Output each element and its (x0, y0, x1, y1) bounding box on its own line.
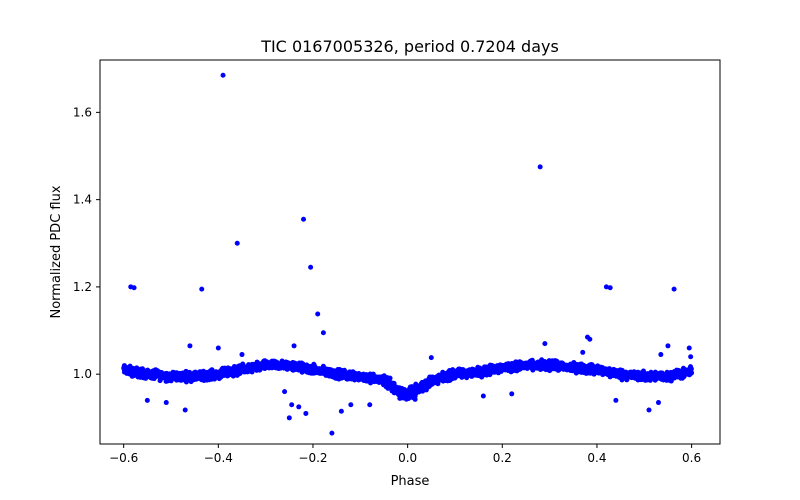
outlier-point (320, 330, 326, 336)
outlier-point (580, 349, 586, 355)
outlier-point (646, 407, 652, 413)
outlier-point (286, 415, 292, 421)
y-tick-label: 1.0 (73, 367, 92, 381)
y-tick-label: 1.6 (73, 105, 92, 119)
x-tick-label: 0.6 (682, 451, 701, 465)
outlier-point (144, 397, 150, 403)
outlier-point (308, 264, 314, 270)
outlier-point (428, 355, 434, 361)
outlier-point (234, 240, 240, 246)
outlier-point (315, 311, 321, 317)
y-axis-label: Normalized PDC flux (49, 185, 64, 318)
outlier-point (163, 400, 169, 406)
outlier-point (480, 393, 486, 399)
outlier-point (686, 345, 692, 351)
outlier-point (199, 286, 205, 292)
outlier-point (367, 402, 373, 408)
outlier-point (607, 285, 613, 291)
outlier-point (301, 216, 307, 222)
chart-title: TIC 0167005326, period 0.7204 days (260, 37, 559, 56)
plot-frame (99, 59, 721, 445)
y-tick-label: 1.4 (73, 193, 92, 207)
outlier-point (671, 286, 677, 292)
outlier-point (182, 407, 188, 413)
outlier-point (291, 343, 297, 349)
x-axis-label: Phase (391, 474, 430, 489)
data-point (688, 366, 694, 372)
outlier-point (603, 284, 609, 290)
outlier-point (509, 391, 515, 397)
data-point (387, 375, 393, 381)
outlier-point (282, 389, 288, 395)
y-tick-label: 1.2 (73, 280, 92, 294)
outlier-point (338, 408, 344, 414)
outlier-point (348, 402, 354, 408)
x-tick-label: −0.6 (109, 451, 138, 465)
outlier-point (613, 397, 619, 403)
outlier-point (303, 410, 309, 416)
outlier-point (658, 352, 664, 358)
outlier-point (587, 336, 593, 342)
outlier-point (220, 72, 226, 78)
x-tick-label: −0.4 (204, 451, 233, 465)
x-tick-label: 0.4 (587, 451, 606, 465)
data-point (689, 370, 695, 376)
y-axis-ticks: 1.0 1.2 1.4 1.6 (73, 105, 100, 381)
x-tick-label: 0.2 (493, 451, 512, 465)
outlier-point (289, 402, 295, 408)
x-axis-ticks: −0.6 −0.4 −0.2 0.0 0.2 0.4 0.6 (109, 444, 701, 465)
x-tick-label: −0.2 (298, 451, 327, 465)
outlier-point (688, 354, 694, 360)
outlier-point (131, 285, 137, 291)
outlier-point (655, 400, 661, 406)
outlier-point (329, 430, 335, 436)
outlier-point (665, 343, 671, 349)
data-points (121, 72, 695, 436)
outlier-point (296, 404, 302, 410)
outlier-point (537, 164, 543, 170)
outlier-point (215, 345, 221, 351)
x-tick-label: 0.0 (398, 451, 417, 465)
outlier-point (239, 352, 245, 358)
outlier-point (542, 341, 548, 347)
outlier-point (554, 358, 560, 364)
outlier-point (187, 343, 193, 349)
